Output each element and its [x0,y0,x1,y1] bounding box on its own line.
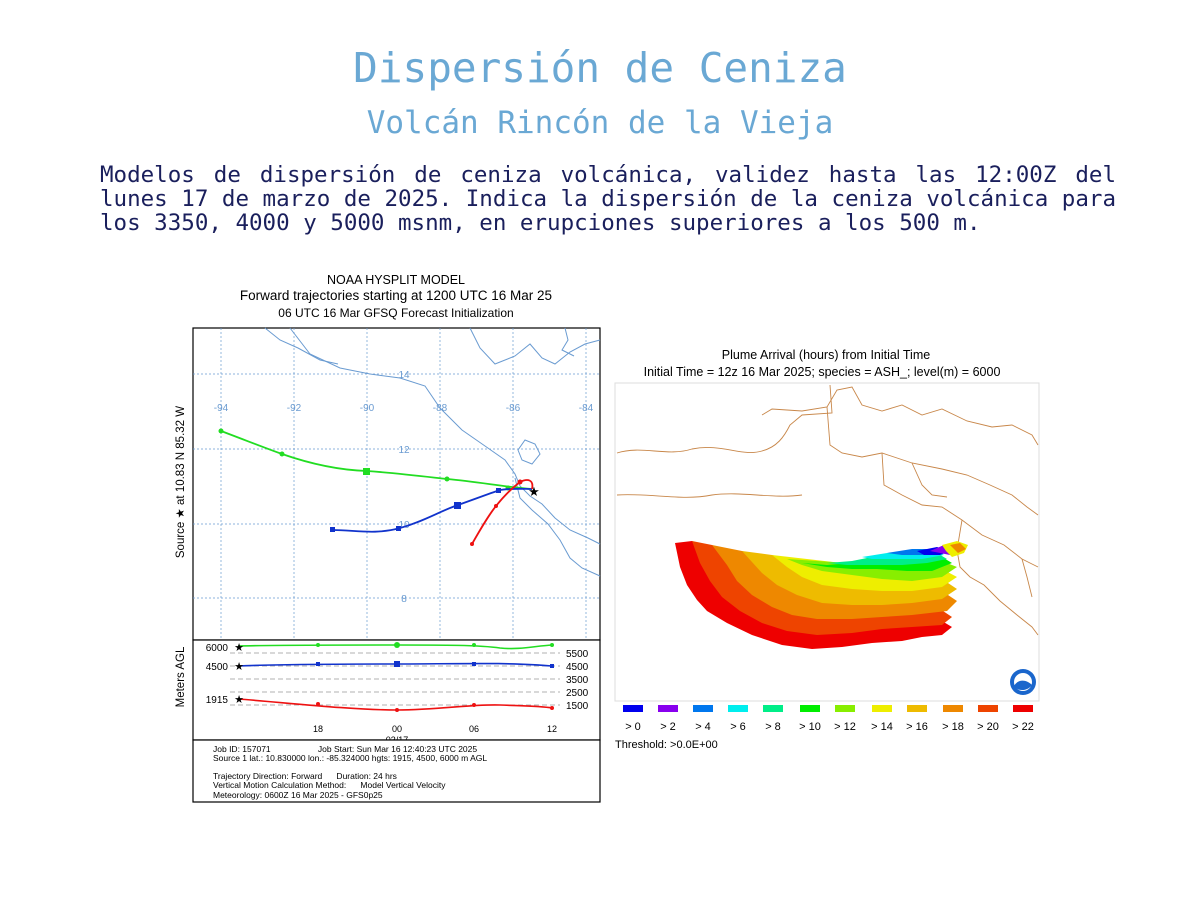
lon-tick: -84 [579,403,594,414]
info-line: Vertical Motion Calculation Method: Mode… [213,780,446,790]
plume-title-1: Plume Arrival (hours) from Initial Time [722,348,930,362]
time-tick: 18 [313,724,323,734]
lat-tick: 14 [398,370,410,381]
legend-swatch [978,705,998,712]
lat-tick: 12 [398,445,410,456]
legend-swatch [907,705,927,712]
info-line: Trajectory Direction: Forward Duration: … [213,771,397,781]
trajectory-4500m-markers [330,488,501,532]
legend-label: > 18 [942,721,964,733]
lat-tick: 8 [401,594,407,605]
plume-arrival-figure: Plume Arrival (hours) from Initial Time … [612,345,1042,755]
legend-label: > 12 [834,721,856,733]
lon-tick: -94 [214,403,229,414]
legend-swatch [943,705,963,712]
info-line: Meteorology: 0600Z 16 Mar 2025 - GFS0p25 [213,790,383,800]
profile-left-label: 6000 [206,643,229,654]
info-line: Job ID: 157071 Job Start: Sun Mar 16 12:… [213,744,477,754]
legend-label: > 16 [906,721,928,733]
profile-6000m-line [237,644,553,650]
hysplit-header-2: Forward trajectories starting at 1200 UT… [240,288,552,303]
trajectory-1915m-markers [470,479,523,546]
lat-tick: 10 [398,520,410,531]
profile-right-label: 5500 [566,649,589,660]
map-grid [193,328,600,640]
profile-right-label: 2500 [566,688,589,699]
profile-right-label: 3500 [566,675,589,686]
legend-label: > 14 [871,721,893,733]
info-line: Source 1 lat.: 10.830000 lon.: -85.32400… [213,753,487,763]
legend-swatch [658,705,678,712]
trajectory-1915m-line [471,479,534,545]
legend-label: > 20 [977,721,999,733]
hysplit-trajectory-figure: NOAA HYSPLIT MODEL Forward trajectories … [170,268,602,805]
profile-right-label: 4500 [566,662,589,673]
legend-label: > 10 [799,721,821,733]
country-borders [616,384,1039,636]
time-tick: 12 [547,724,557,734]
legend-swatch [728,705,748,712]
profile-1915m-line [237,698,553,711]
legend-label: > 8 [765,721,781,733]
map-y-axis-label: Source ★ at 10.83 N 85.32 W [175,406,187,558]
profile-star-icon: ★ [234,642,244,654]
legend-swatch [835,705,855,712]
legend-label: > 0 [625,721,641,733]
hysplit-header-1: NOAA HYSPLIT MODEL [327,273,465,287]
source-star-icon: ★ [528,484,540,499]
legend-swatch [872,705,892,712]
legend-swatch [763,705,783,712]
plume-map-frame [614,382,1040,702]
time-tick: 00 [392,724,402,734]
legend-swatch [1013,705,1033,712]
plume-threshold: Threshold: >0.0E+00 [615,739,718,751]
slide-title: Dispersión de Ceniza [353,44,847,92]
plume-legend: > 0 > 2 > 4 > 6 > 8 > 10 > 12 > 14 > 16 … [623,705,1034,733]
lon-tick: -86 [506,403,521,414]
coastline-outline [264,327,601,577]
lon-tick: -92 [287,403,302,414]
legend-label: > 4 [695,721,711,733]
slide-description: Modelos de dispersión de ceniza volcánic… [100,162,1116,236]
profile-star-icon: ★ [234,661,244,673]
plume-bands [675,541,968,649]
legend-swatch [623,705,643,712]
lon-tick: -90 [360,403,375,414]
hysplit-header-3: 06 UTC 16 Mar GFSQ Forecast Initializati… [278,306,513,320]
legend-label: > 2 [660,721,676,733]
profile-left-label: 1915 [206,695,229,706]
legend-label: > 22 [1012,721,1034,733]
noaa-logo [1010,669,1036,695]
profile-left-label: 4500 [206,662,229,673]
legend-label: > 6 [730,721,746,733]
time-tick: 06 [469,724,479,734]
slide-subtitle: Volcán Rincón de la Vieja [366,105,834,141]
plume-title-2: Initial Time = 12z 16 Mar 2025; species … [644,365,1001,379]
profile-star-icon: ★ [234,694,244,706]
legend-swatch [693,705,713,712]
profile-right-label: 1500 [566,701,589,712]
job-info-box [192,739,601,803]
legend-swatch [800,705,820,712]
profile-y-axis-label: Meters AGL [175,646,187,707]
